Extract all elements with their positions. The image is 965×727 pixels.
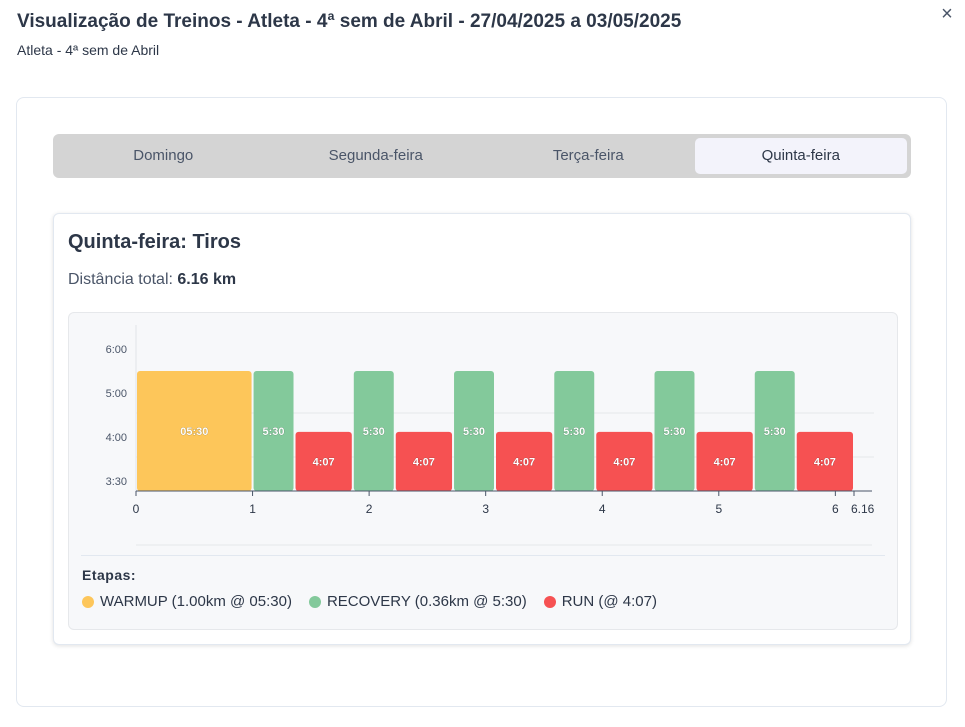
bar-label: 4:07 (613, 456, 635, 468)
run-dot-icon (543, 595, 556, 608)
bar-label: 05:30 (180, 426, 208, 438)
y-tick-label: 6:00 (106, 344, 127, 356)
bar-run (796, 431, 853, 491)
bar-recovery (353, 371, 394, 491)
x-tick-label: 6.16 (851, 502, 875, 516)
x-tick-label: 4 (599, 502, 606, 516)
x-tick-label: 0 (133, 502, 140, 516)
bar-label: 5:30 (363, 426, 385, 438)
legend-label: RUN (@ 4:07) (561, 593, 657, 610)
bar-recovery (454, 371, 494, 491)
bar-label: 4:07 (413, 456, 435, 468)
day-tabs: Domingo Segunda-feira Terça-feira Quinta… (53, 134, 911, 178)
bar-label: 4:07 (714, 456, 736, 468)
x-tick-label: 2 (366, 502, 373, 516)
bar-run (496, 431, 553, 491)
workout-chart: 6:00 5:00 4:00 3:30 05:30 5:30 4:07 5:30 4:07 5:3… (68, 312, 898, 630)
x-tick-label: 5 (715, 502, 722, 516)
bar-run (395, 431, 453, 491)
bar-recovery (253, 371, 294, 491)
tab-segunda-feira[interactable]: Segunda-feira (328, 147, 423, 164)
y-tick-label: 5:00 (106, 388, 127, 400)
legend-item-warmup: WARMUP (1.00km @ 05:30) (82, 593, 292, 610)
tab-terca-feira[interactable]: Terça-feira (552, 147, 624, 164)
bar-warmup (137, 371, 252, 491)
legend-label: RECOVERY (0.36km @ 5:30) (326, 593, 527, 610)
legend-divider (81, 555, 885, 556)
legend: WARMUP (1.00km @ 05:30) RECOVERY (0.36km… (82, 593, 657, 610)
total-distance: Distância total: 6.16 km (68, 271, 236, 289)
bar-label: 5:30 (263, 426, 285, 438)
bar-label: 4:07 (814, 456, 836, 468)
bar-recovery (754, 371, 795, 491)
bar-label: 5:30 (663, 426, 685, 438)
bar-label: 5:30 (764, 426, 786, 438)
bar-run (295, 431, 352, 491)
x-tick-label: 1 (249, 502, 256, 516)
close-icon[interactable]: × (941, 3, 953, 25)
bar-label: 5:30 (563, 426, 585, 438)
bar-recovery (554, 371, 595, 491)
y-tick-label: 3:30 (106, 476, 127, 488)
bar-label: 4:07 (313, 456, 335, 468)
day-card: Quinta-feira: Tiros Distância total: 6.1… (53, 213, 911, 645)
y-tick-label: 4:00 (106, 432, 127, 444)
bar-label: 4:07 (513, 456, 535, 468)
warmup-dot-icon (82, 595, 94, 608)
bar-label: 5:30 (463, 426, 485, 438)
recovery-dot-icon (308, 595, 321, 608)
bar-recovery (654, 371, 695, 491)
tab-domingo[interactable]: Domingo (133, 147, 194, 164)
legend-label: WARMUP (1.00km @ 05:30) (100, 593, 292, 610)
total-distance-label: Distância total: (68, 271, 173, 288)
day-title: Quinta-feira: Tiros (68, 231, 241, 253)
x-tick-label: 6 (832, 502, 839, 516)
bar-run (696, 431, 753, 491)
tab-quinta-feira[interactable]: Quinta-feira (694, 138, 907, 174)
x-tick-label: 3 (482, 502, 489, 516)
modal-subtitle: Atleta - 4ª sem de Abril (17, 42, 160, 58)
legend-item-recovery: RECOVERY (0.36km @ 5:30) (308, 593, 527, 610)
bar-run (596, 431, 653, 491)
total-distance-value: 6.16 km (177, 271, 237, 288)
legend-title: Etapas: (82, 567, 137, 583)
legend-item-run: RUN (@ 4:07) (543, 593, 657, 610)
modal-title: Visualização de Treinos - Atleta - 4ª se… (17, 11, 682, 32)
